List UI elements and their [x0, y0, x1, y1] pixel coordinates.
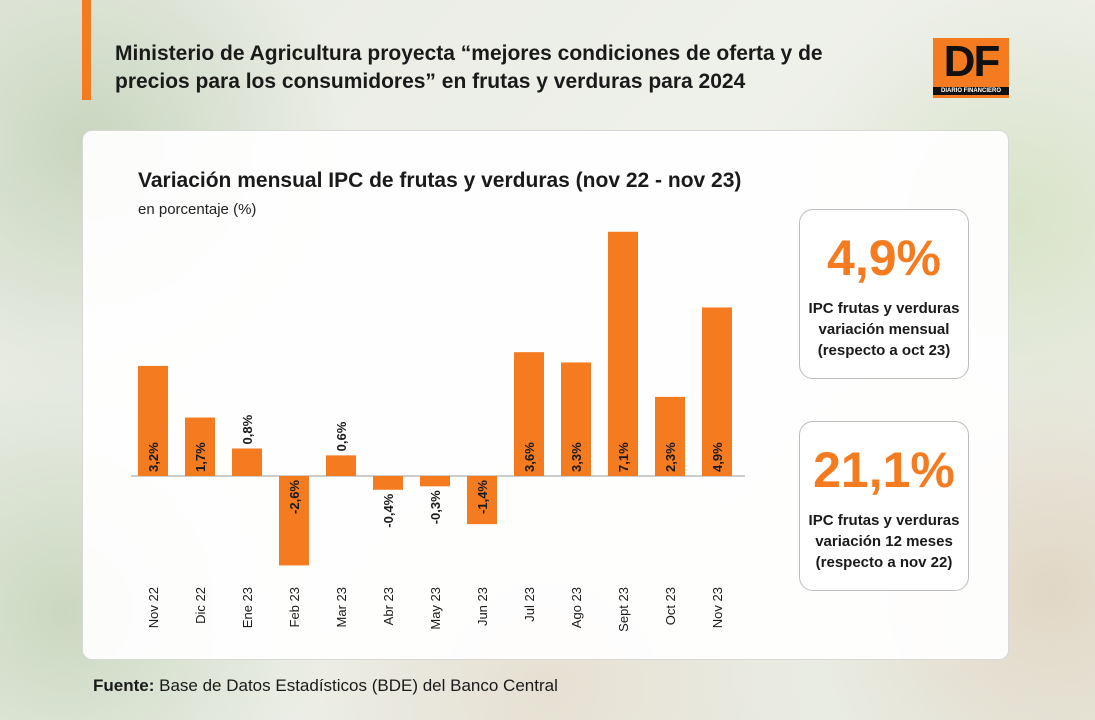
headline: Ministerio de Agricultura proyecta “mejo…	[115, 42, 823, 93]
bar-1	[185, 417, 215, 476]
kpi-monthly: 4,9% IPC frutas y verduras variación men…	[799, 209, 969, 379]
value-label-11: 2,3%	[663, 442, 678, 472]
bar-2	[232, 448, 262, 476]
category-label-0: Nov 22	[146, 587, 161, 628]
kpi-monthly-label: IPC frutas y verduras variación mensual …	[808, 300, 960, 359]
category-label-1: Dic 22	[193, 587, 208, 624]
source-label: Fuente:	[93, 676, 155, 695]
bar-8	[514, 352, 544, 476]
source-note: Fuente: Base de Datos Estadísticos (BDE)…	[93, 676, 558, 696]
bar-12	[702, 307, 732, 476]
value-label-12: 4,9%	[710, 442, 725, 472]
value-label-6: -0,3%	[428, 490, 443, 524]
category-label-10: Sept 23	[616, 587, 631, 632]
logo-letters: DF	[943, 37, 1001, 86]
bar-3	[279, 476, 309, 566]
kpi-yearly-label: IPC frutas y verduras variación 12 meses…	[808, 512, 960, 571]
value-label-5: -0,4%	[381, 493, 396, 527]
chart-title: Variación mensual IPC de frutas y verdur…	[138, 169, 742, 192]
logo-subtitle: DIARIO FINANCIERO	[933, 87, 1009, 95]
category-label-9: Ago 23	[569, 587, 584, 628]
df-logo: DF DIARIO FINANCIERO	[933, 38, 1009, 98]
category-label-2: Ene 23	[240, 587, 255, 628]
bar-5	[373, 476, 403, 490]
kpi-monthly-value: 4,9%	[827, 230, 941, 286]
bar-7	[467, 476, 497, 525]
value-label-9: 3,3%	[569, 442, 584, 472]
bar-10	[608, 231, 638, 476]
bar-6	[420, 476, 450, 487]
source-text: Base de Datos Estadísticos (BDE) del Ban…	[154, 676, 558, 695]
kpi-yearly: 21,1% IPC frutas y verduras variación 12…	[799, 421, 969, 591]
value-label-8: 3,6%	[522, 442, 537, 472]
category-label-8: Jul 23	[522, 587, 537, 622]
value-label-3: -2,6%	[287, 480, 302, 514]
category-label-7: Jun 23	[475, 587, 490, 626]
chart-card: Variación mensual IPC de frutas y verdur…	[82, 130, 1009, 660]
bar-11	[655, 396, 685, 476]
value-label-2: 0,8%	[240, 414, 255, 444]
category-label-11: Oct 23	[663, 587, 678, 625]
value-label-7: -1,4%	[475, 480, 490, 514]
bar-0	[138, 365, 168, 476]
bar-4	[326, 455, 356, 476]
chart-subtitle: en porcentaje (%)	[138, 201, 257, 218]
bar-9	[561, 362, 591, 476]
category-label-5: Abr 23	[381, 587, 396, 625]
category-label-12: Nov 23	[710, 587, 725, 628]
value-label-10: 7,1%	[616, 442, 631, 472]
value-label-0: 3,2%	[146, 442, 161, 472]
accent-bar	[82, 0, 91, 100]
value-label-1: 1,7%	[193, 442, 208, 472]
kpi-yearly-value: 21,1%	[813, 442, 955, 498]
category-label-4: Mar 23	[334, 587, 349, 627]
category-label-3: Feb 23	[287, 587, 302, 627]
category-label-6: May 23	[428, 587, 443, 630]
value-label-4: 0,6%	[334, 421, 349, 451]
bar-chart: 3,2% Nov 22 1,7% Dic 22 0,8% Ene 23 -2,6% Feb 2…	[131, 231, 745, 632]
